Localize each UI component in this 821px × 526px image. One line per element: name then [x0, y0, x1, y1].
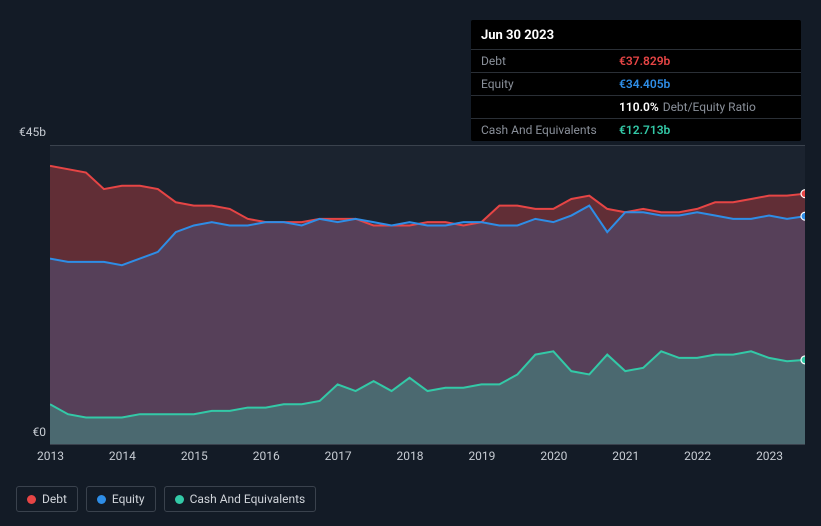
legend-dot-debt — [27, 495, 36, 504]
legend-label: Cash And Equivalents — [190, 492, 306, 506]
x-axis-tick: 2021 — [625, 449, 626, 463]
tooltip-row: Debt €37.829b — [471, 49, 801, 72]
x-axis-tick: 2013 — [50, 449, 51, 463]
legend-label: Equity — [112, 492, 145, 506]
legend-item-debt[interactable]: Debt — [16, 486, 78, 512]
x-axis-tick: 2022 — [697, 449, 698, 463]
legend-label: Debt — [42, 492, 67, 506]
tooltip-row-label — [481, 100, 611, 114]
legend-dot-equity — [97, 495, 106, 504]
tooltip-row-value: €34.405b — [619, 77, 670, 91]
x-axis-tick: 2018 — [410, 449, 411, 463]
x-axis-tick: 2015 — [194, 449, 195, 463]
tooltip-row-value: 110.0%Debt/Equity Ratio — [619, 100, 756, 114]
legend-item-equity[interactable]: Equity — [86, 486, 156, 512]
chart-plot-area[interactable] — [50, 145, 805, 445]
y-axis-max: €45b — [16, 125, 46, 139]
x-axis-tick: 2019 — [481, 449, 482, 463]
x-axis-tick: 2020 — [553, 449, 554, 463]
tooltip-row-value: €12.713b — [619, 123, 670, 137]
chart-legend: Debt Equity Cash And Equivalents — [16, 486, 316, 512]
tooltip-date: Jun 30 2023 — [471, 20, 801, 49]
tooltip-row: 110.0%Debt/Equity Ratio — [471, 95, 801, 118]
legend-item-cash[interactable]: Cash And Equivalents — [164, 486, 317, 512]
x-axis-tick: 2023 — [769, 449, 770, 463]
tooltip-row-value: €37.829b — [619, 54, 670, 68]
x-axis-tick: 2017 — [338, 449, 339, 463]
tooltip-row-extra: Debt/Equity Ratio — [663, 100, 756, 114]
tooltip-row: Cash And Equivalents €12.713b — [471, 118, 801, 141]
x-axis-tick: 2016 — [266, 449, 267, 463]
tooltip-row: Equity €34.405b — [471, 72, 801, 95]
tooltip-row-label: Cash And Equivalents — [481, 123, 611, 137]
tooltip-row-label: Equity — [481, 77, 611, 91]
x-axis: 2013 2014 2015 2016 2017 2018 2019 2020 2021 2022… — [50, 449, 805, 469]
tooltip-row-label: Debt — [481, 54, 611, 68]
legend-dot-cash — [175, 495, 184, 504]
x-axis-tick: 2014 — [122, 449, 123, 463]
chart-tooltip: Jun 30 2023 Debt €37.829b Equity €34.405b 11… — [471, 20, 801, 141]
y-axis-min: €0 — [16, 425, 46, 439]
